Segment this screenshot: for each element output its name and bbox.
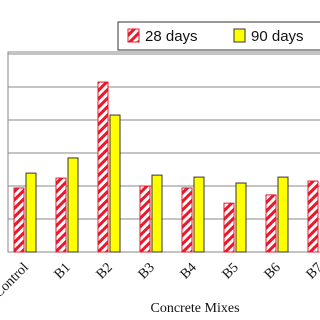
bar	[181, 187, 193, 253]
legend-label: 90 days	[251, 28, 304, 45]
x-tick-label: B3	[136, 260, 158, 282]
x-tick-label: B5	[220, 260, 242, 282]
x-tick-label: B2	[94, 260, 116, 282]
bar	[235, 182, 247, 253]
x-tick-label: B4	[178, 260, 200, 282]
x-tick-label: B1	[52, 260, 74, 282]
legend-label: 28 days	[145, 28, 198, 45]
bar	[55, 177, 67, 253]
bar	[223, 202, 235, 253]
bar	[277, 176, 289, 253]
bar	[193, 176, 205, 253]
x-tick-label: B7	[304, 260, 320, 282]
bar	[109, 114, 121, 253]
bar	[97, 81, 109, 253]
bar	[139, 185, 151, 253]
bar	[13, 187, 25, 253]
bar	[307, 180, 319, 253]
bar	[67, 157, 79, 253]
x-axis-label: Concrete Mixes	[150, 301, 239, 316]
legend-swatch	[127, 28, 140, 43]
legend-box	[117, 21, 320, 51]
bar	[265, 194, 277, 253]
legend-swatch	[233, 28, 246, 43]
bar	[25, 172, 37, 253]
x-tick-label: Control	[0, 260, 32, 301]
x-tick-label: B6	[262, 260, 284, 282]
bar	[151, 174, 163, 253]
